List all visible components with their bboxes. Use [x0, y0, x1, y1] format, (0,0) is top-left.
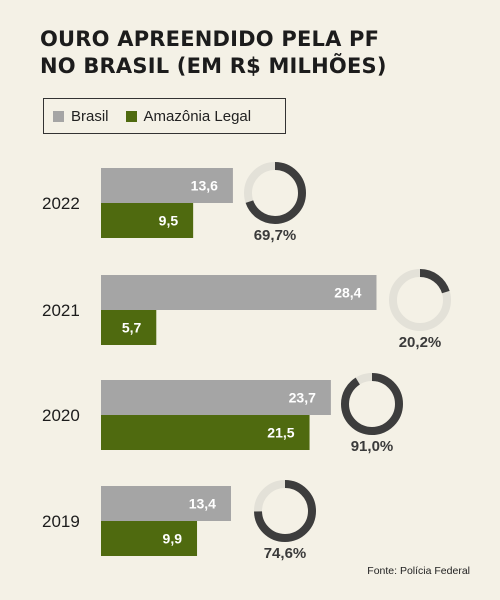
bar-amazonia [101, 415, 310, 450]
share-ring-fill [244, 162, 306, 224]
legend-swatch-brasil [53, 110, 64, 122]
bar-label-amazonia: 9,5 [159, 213, 179, 229]
bar-brasil [101, 168, 233, 203]
legend-item-brasil: Brasil [53, 108, 109, 125]
title-line-1: OURO APREENDIDO PELA PF [40, 27, 380, 51]
bar-label-brasil: 28,4 [334, 285, 361, 301]
share-label: 74,6% [264, 545, 307, 562]
bar-label-brasil: 13,4 [189, 496, 216, 512]
year-label: 2019 [42, 512, 80, 531]
bar-label-brasil: 23,7 [289, 390, 316, 406]
bar-brasil [101, 380, 331, 415]
share-label: 20,2% [399, 334, 442, 351]
legend-item-amazonia: Amazônia Legal [125, 107, 252, 125]
legend-swatch-amazonia [125, 110, 137, 122]
legend-label-brasil: Brasil [71, 107, 109, 125]
bar-amazonia [101, 310, 157, 345]
chart-title: OURO APREENDIDO PELA PF NO BRASIL (EM R$… [40, 26, 480, 80]
share-label: 69,7% [254, 227, 297, 244]
legend: Brasil Amazônia Legal [43, 98, 286, 134]
share-ring-fill [254, 480, 316, 542]
bar-amazonia [101, 203, 194, 238]
year-label: 2020 [42, 406, 80, 425]
bar-label-amazonia: 5,7 [122, 320, 142, 336]
share-label: 91,0% [351, 438, 394, 455]
legend-label-amazonia: Amazônia Legal [143, 107, 252, 125]
share-ring-fill [341, 373, 403, 435]
source-note: Fonte: Polícia Federal [367, 565, 470, 577]
bar-label-brasil: 13,6 [191, 178, 218, 194]
bar-brasil [101, 486, 231, 521]
bar-brasil [101, 275, 377, 310]
bar-label-amazonia: 9,9 [163, 531, 183, 547]
bar-amazonia [101, 521, 198, 556]
year-label: 2021 [42, 301, 80, 320]
year-label: 2022 [42, 194, 80, 213]
bar-label-amazonia: 21,5 [267, 425, 294, 441]
title-line-2: NO BRASIL (EM R$ MILHÕES) [40, 54, 387, 78]
share-ring-fill [389, 269, 451, 331]
